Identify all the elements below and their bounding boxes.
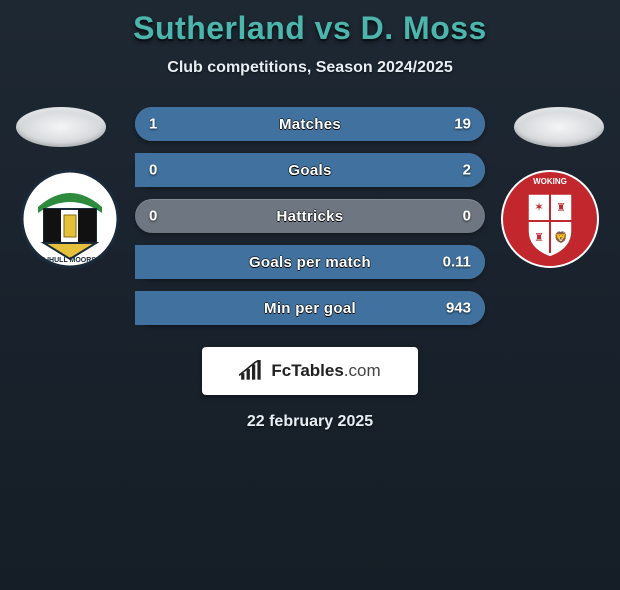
brand-text: FcTables.com [271,361,380,381]
page-title: Sutherland vs D. Moss [0,10,620,47]
stat-right-value: 0 [463,208,471,225]
club-badge-left: SOLIHULL MOORS FC [20,169,120,269]
player-left-avatar-placeholder [16,107,106,147]
stat-label: Goals [288,162,331,179]
comparison-layout: SOLIHULL MOORS FC ✶ ♜ ♜ 🦁 WOKING 1 Matche… [0,107,620,325]
stat-right-value: 2 [463,162,471,179]
player-left-name: Sutherland [133,10,305,46]
stat-label: Matches [279,116,341,133]
club-badge-right: ✶ ♜ ♜ 🦁 WOKING [500,169,600,269]
svg-text:🦁: 🦁 [554,231,568,244]
stat-bar-min-per-goal: Min per goal 943 [135,291,485,325]
svg-text:✶: ✶ [534,200,544,214]
stat-bar-goals: 0 Goals 2 [135,153,485,187]
svg-text:WOKING: WOKING [533,177,567,186]
player-right-avatar-placeholder [514,107,604,147]
svg-text:SOLIHULL MOORS FC: SOLIHULL MOORS FC [33,257,108,264]
stat-right-value: 0.11 [443,254,471,271]
stats-list: 1 Matches 19 0 Goals 2 0 Hattricks 0 Goals per ma… [135,107,485,325]
stat-bar-hattricks: 0 Hattricks 0 [135,199,485,233]
svg-text:♜: ♜ [534,232,544,244]
comparison-date: 22 february 2025 [0,413,620,431]
stat-bar-matches: 1 Matches 19 [135,107,485,141]
player-right-name: D. Moss [361,10,487,46]
stat-label: Hattricks [277,208,344,225]
stat-right-value: 19 [454,116,471,133]
vs-separator: vs [315,10,352,46]
subtitle: Club competitions, Season 2024/2025 [0,59,620,77]
stat-right-value: 943 [446,300,471,317]
stat-left-value: 0 [149,162,157,179]
stat-left-value: 1 [149,116,157,133]
stat-bar-goals-per-match: Goals per match 0.11 [135,245,485,279]
stat-label: Min per goal [264,300,356,317]
svg-text:♜: ♜ [556,202,566,214]
stat-left-value: 0 [149,208,157,225]
brand-watermark: FcTables.com [202,347,418,395]
stat-label: Goals per match [249,254,371,271]
bar-chart-icon [239,360,265,382]
